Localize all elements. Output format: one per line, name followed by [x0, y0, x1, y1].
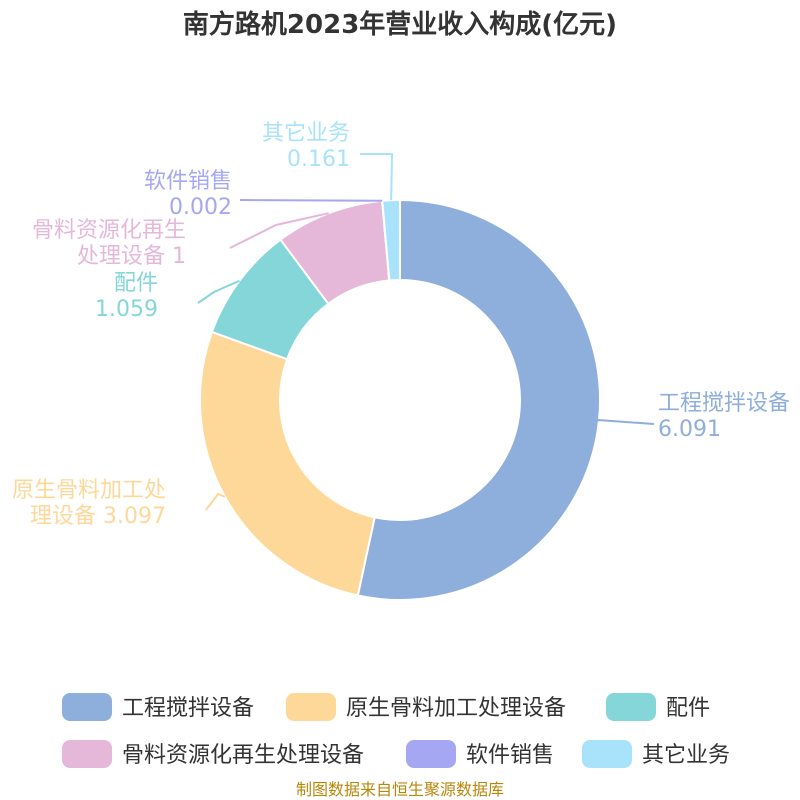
slice-0-callout-label: 工程搅拌设备 6.091 [658, 391, 790, 442]
slice-5 [381, 198, 401, 282]
legend-label: 原生骨料加工处理设备 [346, 696, 566, 721]
slice-1 [199, 330, 376, 597]
slice-4-leader-line [239, 199, 383, 202]
donut-slices [199, 198, 601, 601]
legend-item-4[interactable]: 软件销售 [406, 740, 554, 768]
chart-title: 南方路机2023年营业收入构成(亿元) [183, 9, 617, 40]
slice-1-leader-line [205, 492, 226, 511]
legend-label: 软件销售 [466, 743, 554, 768]
slice-5-callout-label: 其它业务 0.161 [262, 121, 350, 172]
legend-label: 骨料资源化再生处理设备 [122, 743, 364, 768]
slice-3-callout-label: 骨料资源化再生处理设备 1 [32, 218, 186, 269]
legend-item-2[interactable]: 配件 [606, 693, 710, 721]
legend-label: 工程搅拌设备 [122, 696, 254, 721]
legend-item-0[interactable]: 工程搅拌设备 [62, 693, 254, 721]
legend-swatch [606, 693, 656, 721]
legend-swatch [406, 740, 456, 768]
slice-0-leader-line [595, 418, 655, 425]
legend-swatch [286, 693, 336, 721]
legend-item-1[interactable]: 原生骨料加工处理设备 [286, 693, 566, 721]
legend-item-3[interactable]: 骨料资源化再生处理设备 [62, 740, 364, 768]
slice-4-callout-label: 软件销售 0.002 [144, 169, 232, 220]
legend-item-5[interactable]: 其它业务 [582, 740, 730, 768]
legend-label: 配件 [666, 696, 710, 721]
slice-5-leader-line [360, 153, 394, 201]
slice-2-leader-line [197, 279, 240, 304]
legend-swatch [62, 740, 112, 768]
slice-1-callout-label: 原生骨料加工处理设备 3.097 [12, 478, 166, 529]
source-note: 制图数据来自恒生聚源数据库 [296, 780, 504, 799]
slice-3-leader-line [229, 212, 329, 249]
legend-label: 其它业务 [642, 743, 730, 768]
legend-swatch [62, 693, 112, 721]
slice-0 [356, 198, 601, 601]
slice-2-callout-label: 配件 1.059 [95, 271, 158, 322]
slice-callouts: 工程搅拌设备 6.091 原生骨料加工处理设备 3.097 配件 1.059骨料资源化再… [12, 121, 790, 529]
legend-swatch [582, 740, 632, 768]
